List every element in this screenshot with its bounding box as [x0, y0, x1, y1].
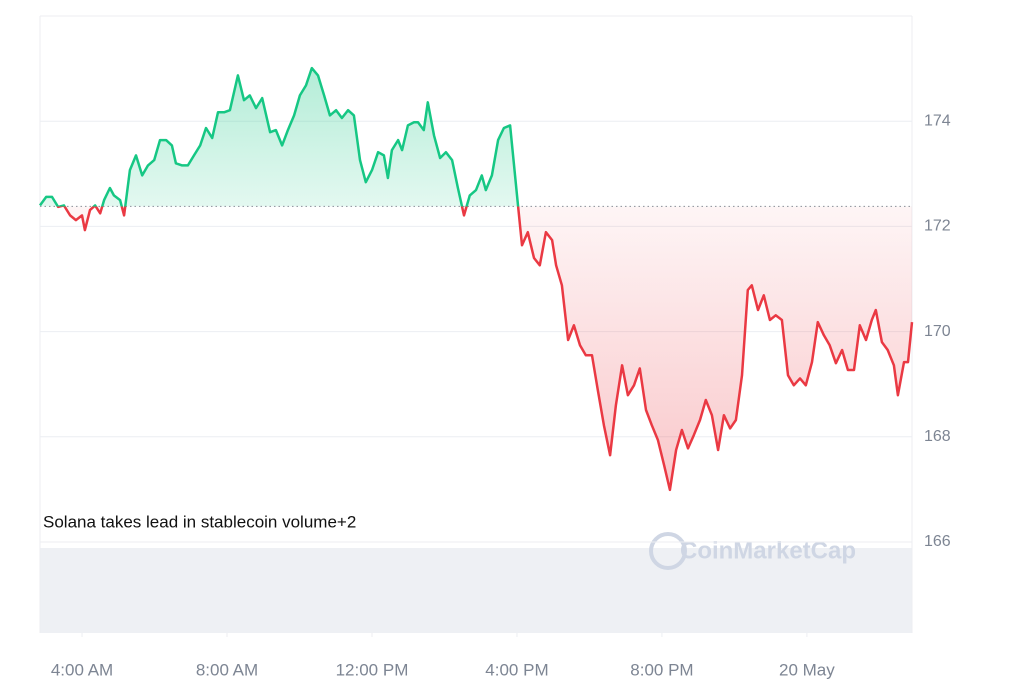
x-tick-label: 12:00 PM — [336, 660, 409, 679]
y-tick-label: 174 — [924, 112, 951, 129]
watermark: CoinMarketCap — [680, 537, 856, 564]
x-tick-label: 20 May — [779, 660, 835, 679]
price-line — [38, 66, 914, 492]
x-tick-label: 8:00 PM — [630, 660, 693, 679]
x-tick-label: 4:00 AM — [51, 660, 113, 679]
y-tick-label: 172 — [924, 218, 951, 235]
x-tick-label: 8:00 AM — [196, 660, 258, 679]
area — [40, 68, 912, 490]
x-tick-label: 4:00 PM — [485, 660, 548, 679]
annotation: Solana takes lead in stablecoin volume+2 — [43, 512, 356, 531]
plot-layer: 166 168 170 172 174 4:00 AM 8:00 AM 12:00 PM 4:0… — [38, 66, 951, 679]
y-tick-label: 166 — [924, 533, 951, 550]
watermark-logo — [649, 532, 687, 570]
volume-area — [40, 548, 912, 633]
y-tick-label: 168 — [924, 428, 951, 445]
y-tick-label: 170 — [924, 323, 951, 340]
